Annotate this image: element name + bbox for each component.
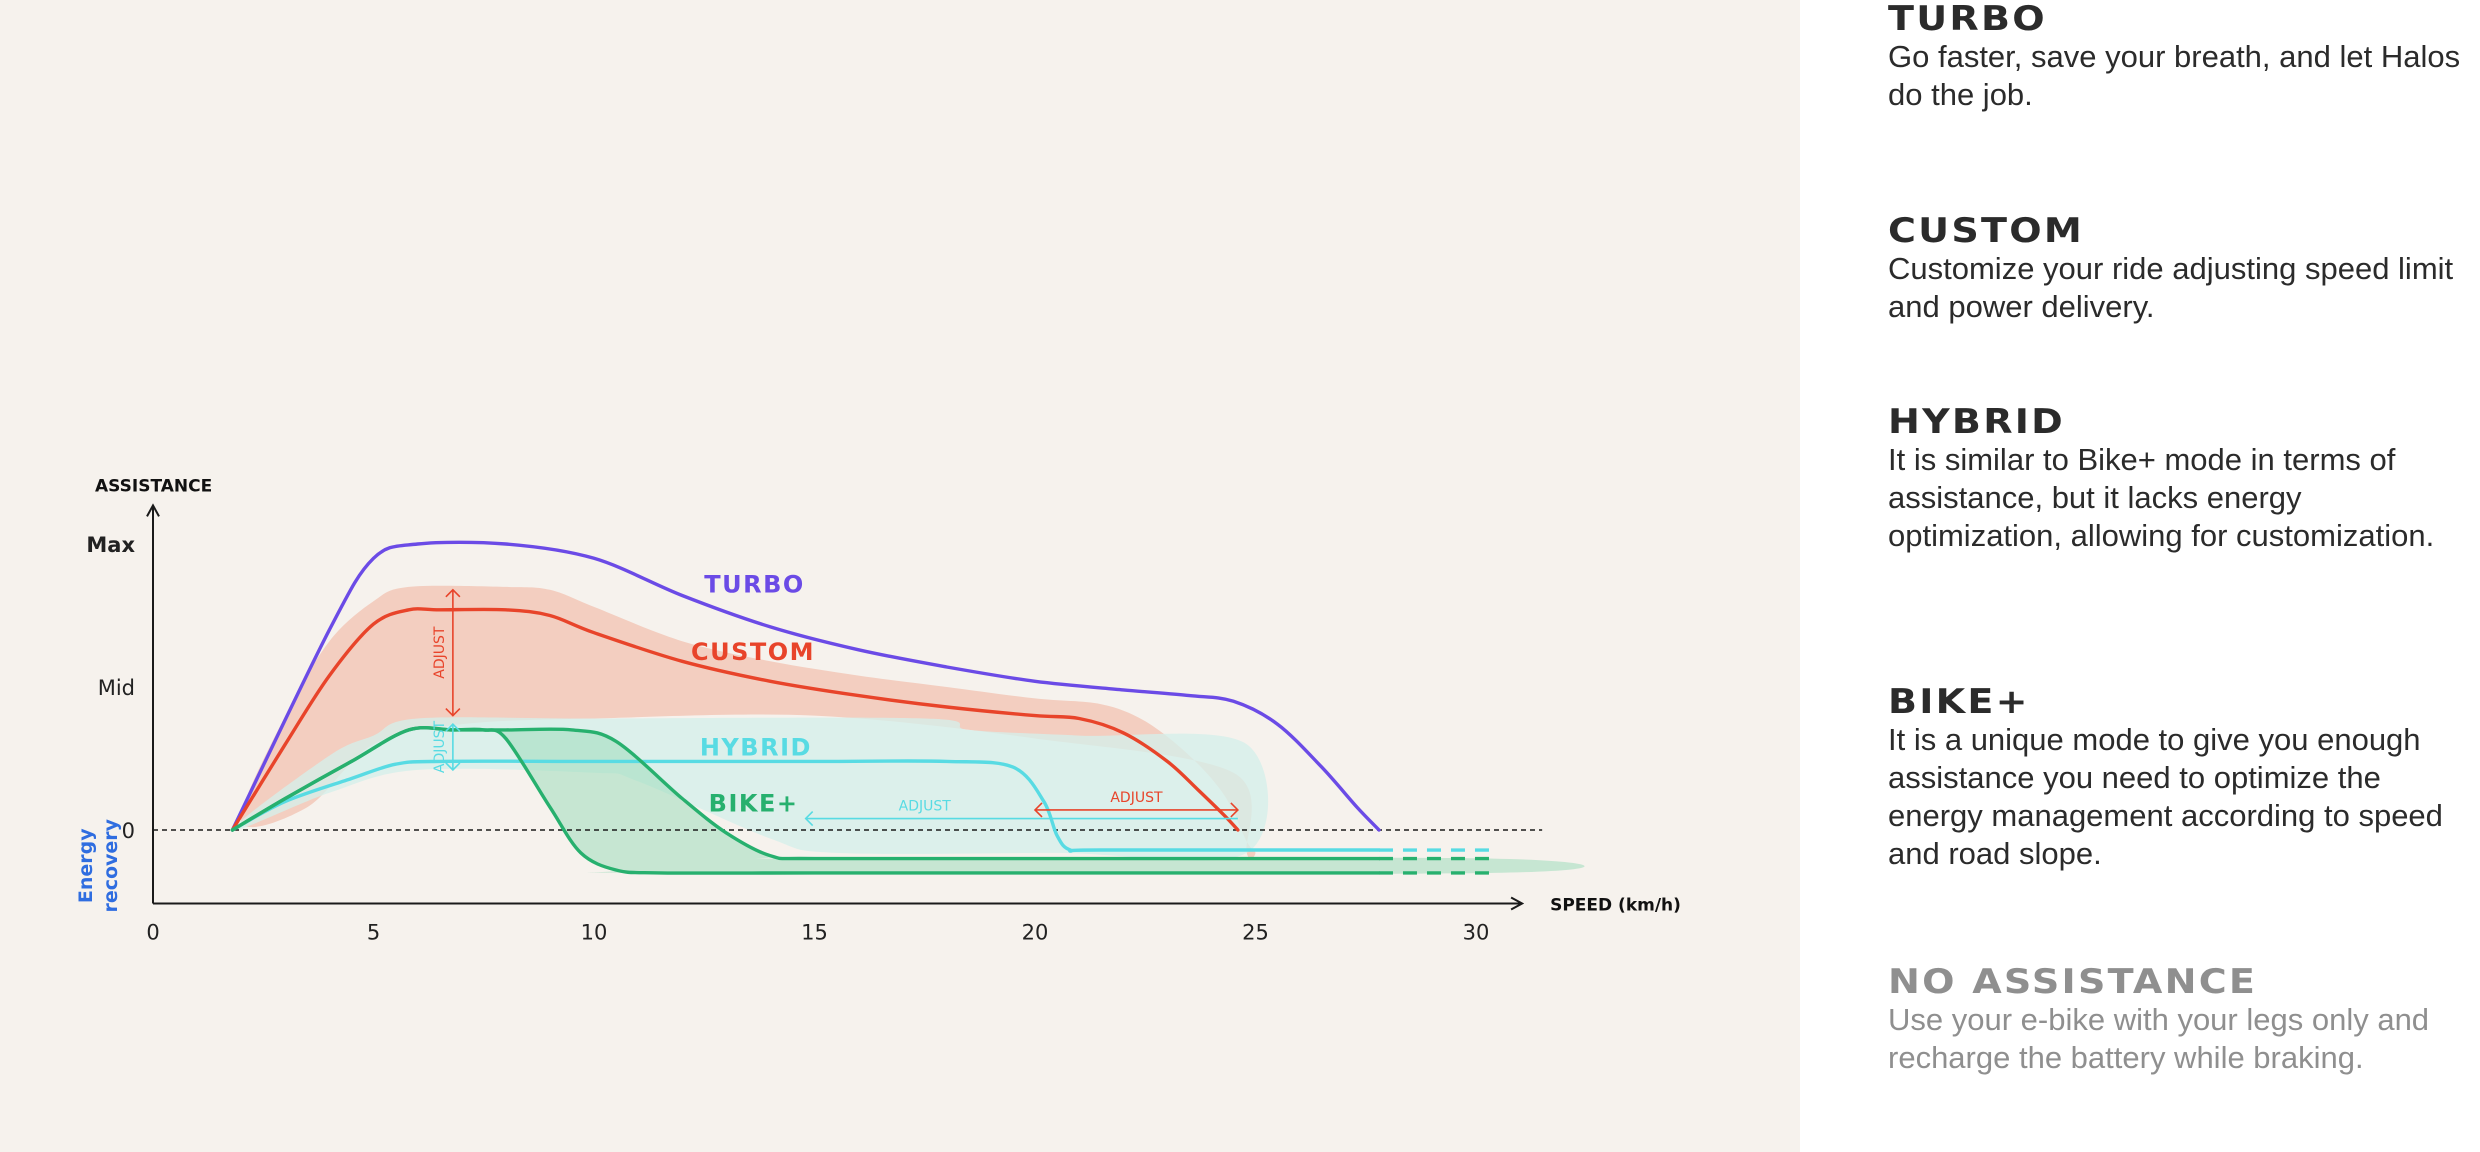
- mode-description: Use your e-bike with your legs only and …: [1888, 1002, 2430, 1075]
- x-tick-label: 10: [581, 921, 608, 945]
- energy-recovery-label: Energy recovery: [75, 818, 122, 912]
- x-tick-label: 25: [1242, 921, 1269, 945]
- mode-turbo: TURBO Go faster, save your breath, and l…: [1888, 0, 2478, 114]
- x-tick-label: 0: [146, 921, 159, 945]
- adjust-text: ADJUST: [1110, 790, 1163, 806]
- turbo-line: [230, 540, 1381, 832]
- chart-panel: ADJUST ADJUST ADJUST ADJUST 0 5 10 15 20 25 30 Max…: [0, 0, 1800, 1152]
- y-tick-label: Max: [86, 533, 135, 557]
- x-tick-label: 5: [367, 921, 380, 945]
- bike-plus-label: BIKE+: [709, 789, 799, 817]
- adjust-text: ADJUST: [432, 626, 448, 679]
- arrow-head: [445, 762, 461, 772]
- mode-no-assistance: NO ASSISTANCE Use your e-bike with your …: [1888, 963, 2478, 1077]
- mode-title: HYBRID: [1888, 402, 2066, 442]
- mode-description: Customize your ride adjusting speed limi…: [1888, 251, 2454, 324]
- adjust-annotation-4: ADJUST: [1033, 790, 1239, 818]
- mode-title: CUSTOM: [1888, 211, 2084, 251]
- energy-label-line2: recovery: [100, 818, 122, 912]
- arrow-head: [445, 723, 461, 732]
- adjust-annotation-3: ADJUST: [804, 799, 1238, 827]
- x-tick-label: 30: [1463, 921, 1490, 945]
- arrow-head: [804, 810, 814, 827]
- mode-description: Go faster, save your breath, and let Hal…: [1888, 39, 2461, 112]
- turbo-label: TURBO: [704, 571, 805, 599]
- mode-title: TURBO: [1888, 0, 2047, 39]
- x-tick-label: 20: [1022, 921, 1049, 945]
- hybrid-label: HYBRID: [700, 734, 812, 762]
- mode-title: NO ASSISTANCE: [1888, 962, 2258, 1002]
- custom-line: [230, 607, 1240, 832]
- assistance-speed-chart: ADJUST ADJUST ADJUST ADJUST 0 5 10 15 20 25 30 Max…: [75, 476, 1681, 945]
- mode-description: It is similar to Bike+ mode in terms of …: [1888, 442, 2435, 553]
- adjust-annotation-2: ADJUST: [432, 721, 461, 774]
- arrow-head: [445, 588, 461, 598]
- x-tick-label: 15: [801, 921, 828, 945]
- y-tick-label: 0: [122, 819, 135, 843]
- arrow-head: [445, 708, 461, 717]
- mode-title: BIKE+: [1888, 682, 2030, 722]
- modes-panel: TURBO Go faster, save your breath, and l…: [1800, 0, 2480, 1152]
- y-axis-title: ASSISTANCE: [95, 476, 212, 496]
- bike-plus-band: [452, 729, 1585, 875]
- x-axis-title: SPEED (km/h): [1550, 896, 1681, 916]
- adjust-text: ADJUST: [432, 721, 448, 774]
- hybrid-adjust-band: [232, 717, 1269, 861]
- mode-hybrid: HYBRID It is similar to Bike+ mode in te…: [1888, 403, 2478, 555]
- custom-adjust-band: [240, 585, 1256, 860]
- mode-bike-plus: BIKE+ It is a unique mode to give you en…: [1888, 683, 2478, 873]
- mode-description: It is a unique mode to give you enough a…: [1888, 722, 2443, 871]
- arrow-head: [1230, 802, 1239, 818]
- arrow-head: [1033, 802, 1043, 818]
- energy-label-line1: Energy: [75, 828, 97, 903]
- bike-plus-lower-line: [230, 726, 1381, 875]
- hybrid-line: [230, 759, 1381, 853]
- adjust-text: ADJUST: [899, 799, 952, 815]
- y-tick-label: Mid: [98, 676, 135, 700]
- mode-custom: CUSTOM Customize your ride adjusting spe…: [1888, 212, 2478, 326]
- adjust-annotation-1: ADJUST: [432, 588, 461, 717]
- custom-label: CUSTOM: [691, 638, 815, 666]
